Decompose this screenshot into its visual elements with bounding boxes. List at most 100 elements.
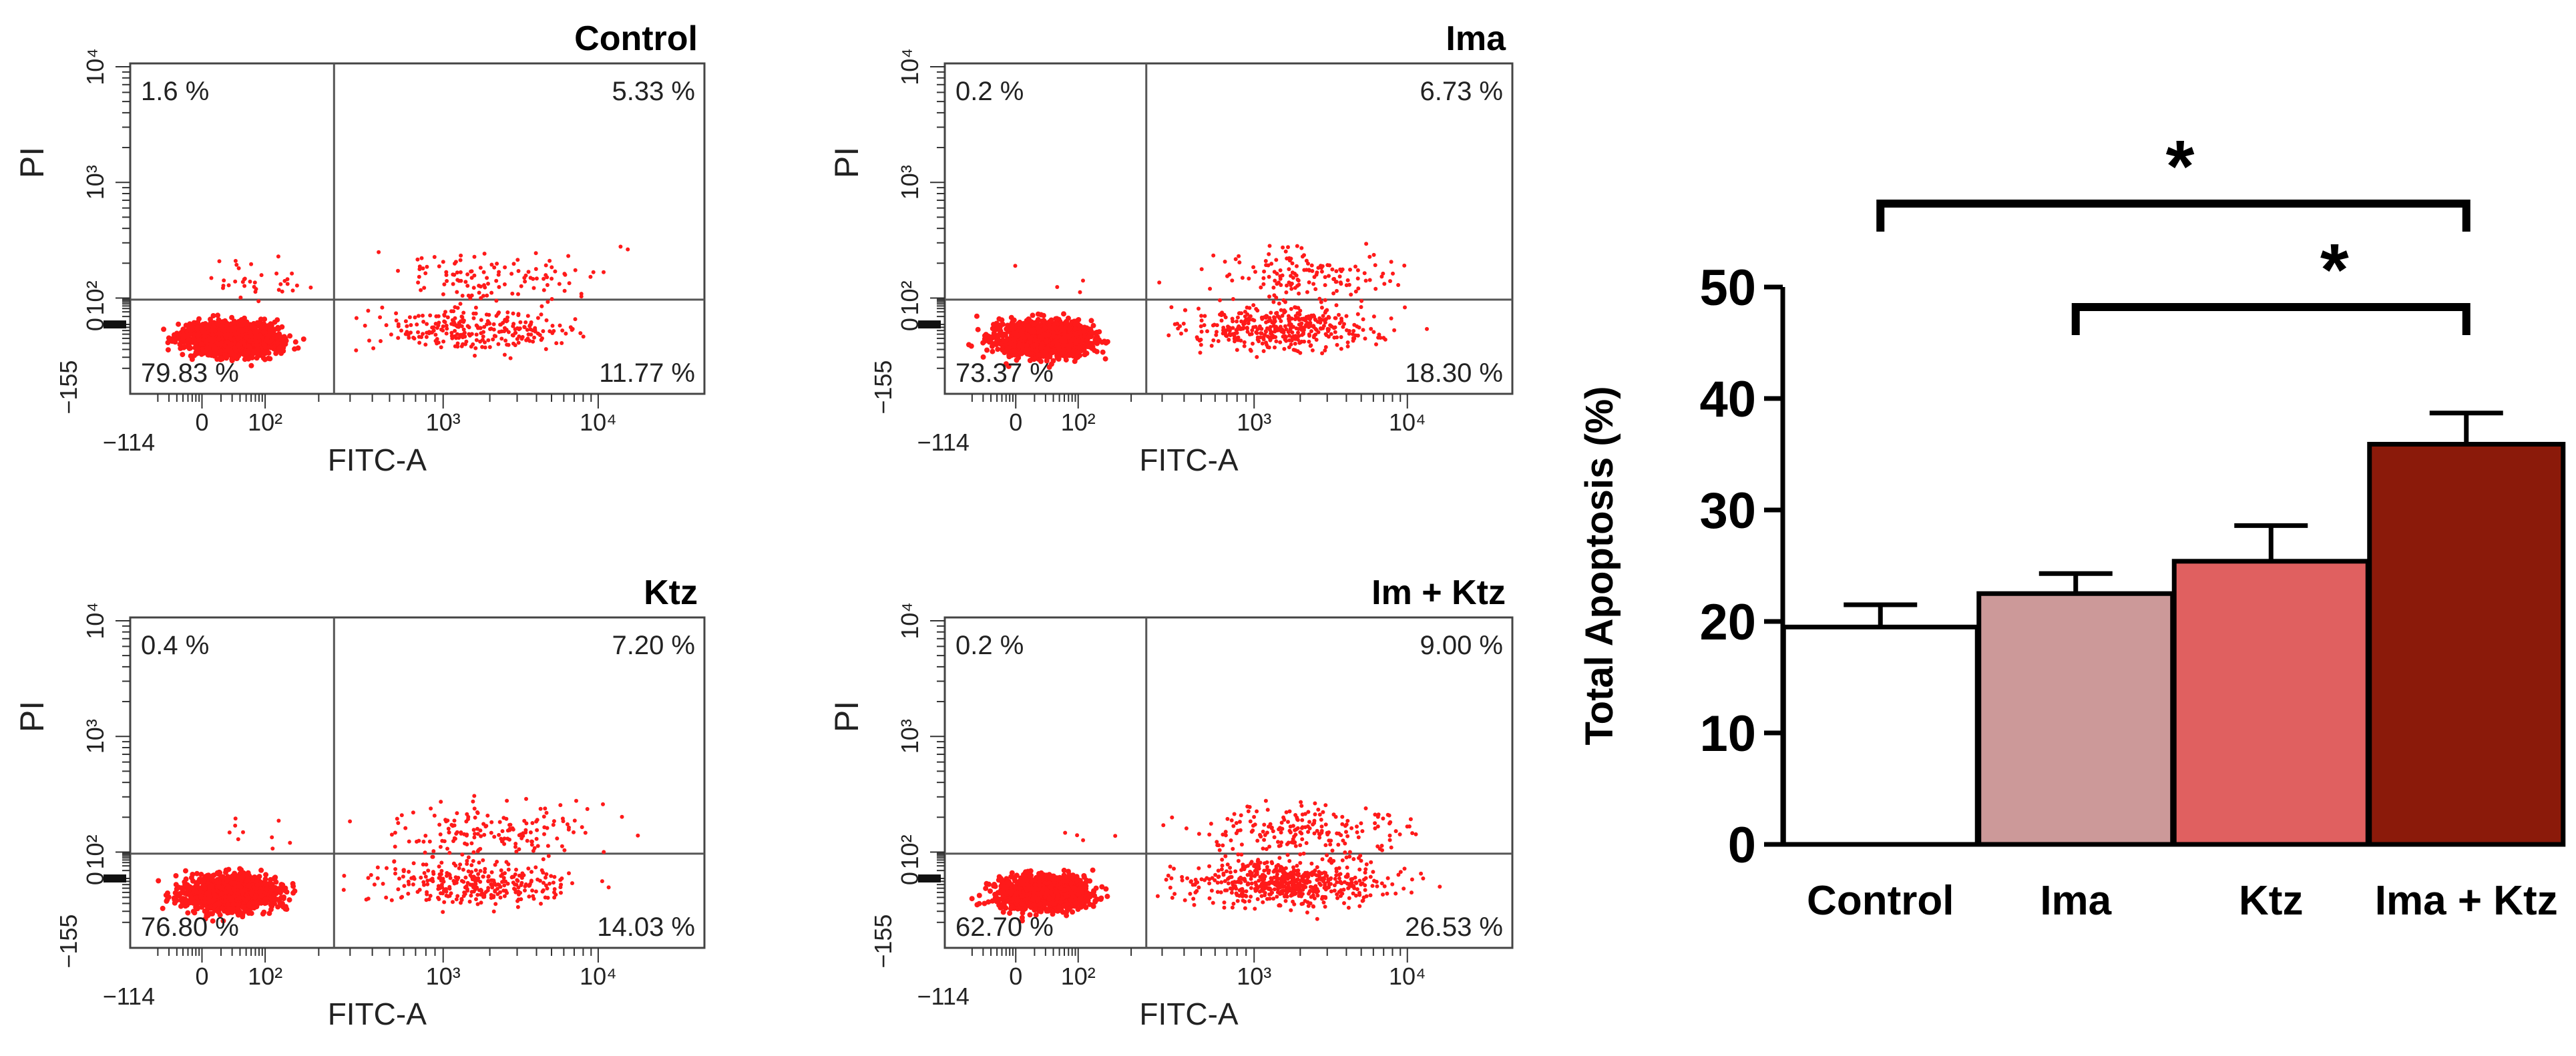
x-tick-label: 10²	[1061, 409, 1096, 436]
y-axis-label: PI	[13, 147, 51, 178]
event-dot	[1265, 342, 1269, 347]
event-dot	[1341, 324, 1345, 329]
event-dot	[211, 353, 217, 359]
event-dot	[1271, 300, 1276, 304]
event-dot	[1361, 328, 1365, 332]
event-dot	[1100, 349, 1106, 355]
event-dot	[413, 315, 417, 320]
event-dot	[254, 320, 260, 326]
x-tick-label: −114	[917, 429, 970, 456]
event-dot	[258, 316, 264, 322]
event-dot	[526, 270, 531, 274]
event-dot	[478, 266, 483, 270]
event-dot	[1278, 268, 1283, 272]
event-dot	[216, 336, 222, 342]
event-dot	[1227, 338, 1231, 342]
event-dot	[482, 324, 487, 329]
event-dot	[1231, 319, 1235, 324]
event-dot	[248, 333, 254, 339]
event-dot	[497, 285, 501, 289]
event-dot	[991, 322, 996, 328]
event-dot	[451, 282, 455, 286]
event-dot	[1273, 345, 1277, 350]
event-dot	[1251, 341, 1255, 346]
event-dot	[990, 348, 996, 354]
x-axis-ticks	[971, 394, 1408, 409]
event-dot	[1237, 311, 1241, 316]
event-dot	[248, 279, 252, 284]
event-dot	[545, 283, 550, 287]
y-tick-label: −155	[869, 360, 897, 415]
event-dot	[242, 284, 247, 288]
event-dot	[411, 335, 416, 340]
event-dot	[1199, 329, 1204, 334]
event-dot	[1056, 356, 1062, 362]
event-dot	[494, 298, 499, 303]
event-dot	[1198, 350, 1203, 355]
event-dot	[1309, 343, 1313, 348]
event-dot	[487, 345, 492, 349]
event-dot	[455, 324, 460, 329]
event-dot	[1056, 345, 1062, 351]
event-dot	[177, 341, 183, 347]
event-dot	[445, 326, 449, 331]
event-dot	[1253, 270, 1257, 274]
event-dot	[1351, 336, 1355, 340]
event-dot	[1102, 356, 1108, 362]
event-dot	[1335, 288, 1339, 293]
event-dot	[1038, 344, 1044, 350]
event-dot	[1236, 335, 1241, 340]
event-dot	[1268, 324, 1273, 329]
event-dot	[210, 313, 216, 318]
event-dot	[478, 284, 483, 289]
event-dot	[562, 288, 567, 293]
event-dot	[1215, 323, 1219, 328]
event-dot	[235, 342, 241, 348]
event-dot	[1312, 275, 1317, 279]
event-dot	[272, 319, 278, 325]
event-dot	[1267, 244, 1272, 248]
event-dot	[430, 325, 435, 330]
event-dot	[1010, 320, 1016, 326]
event-dot	[196, 337, 202, 343]
event-dot	[259, 273, 264, 278]
event-dot	[195, 345, 201, 351]
event-dot	[1261, 337, 1266, 342]
event-dot	[548, 329, 552, 334]
event-dot	[1304, 268, 1309, 272]
event-dot	[272, 332, 278, 338]
y-tick-label: 10²	[81, 280, 109, 315]
event-dot	[354, 316, 359, 320]
event-dot	[1317, 296, 1322, 301]
event-dot	[1359, 298, 1364, 303]
event-dot	[475, 324, 479, 328]
event-dot	[1223, 260, 1227, 264]
event-dot	[995, 346, 1001, 352]
event-dot	[510, 291, 515, 296]
event-dot	[1239, 338, 1243, 343]
event-dot	[533, 326, 538, 330]
x-tick-label: 10⁴	[580, 409, 617, 436]
event-dot	[423, 271, 428, 276]
event-dot	[1034, 348, 1040, 354]
event-dot	[421, 313, 425, 318]
event-dot	[1221, 328, 1225, 332]
event-dot	[539, 312, 544, 317]
event-dot	[1288, 322, 1293, 326]
event-dot	[249, 262, 254, 266]
event-dot	[1274, 339, 1279, 344]
event-dot	[1235, 348, 1239, 352]
event-dot	[492, 334, 497, 338]
event-dot	[499, 336, 504, 341]
event-dot	[570, 326, 575, 331]
event-dot	[1012, 348, 1017, 354]
event-dot	[308, 285, 313, 290]
event-dot	[1286, 314, 1291, 318]
event-dot	[1302, 253, 1306, 258]
event-dot	[1349, 292, 1353, 297]
event-dot	[436, 323, 441, 328]
event-dot	[218, 348, 224, 354]
x-tick-label: 10³	[1237, 409, 1271, 436]
event-dot	[290, 271, 294, 276]
event-dot	[1307, 322, 1311, 326]
